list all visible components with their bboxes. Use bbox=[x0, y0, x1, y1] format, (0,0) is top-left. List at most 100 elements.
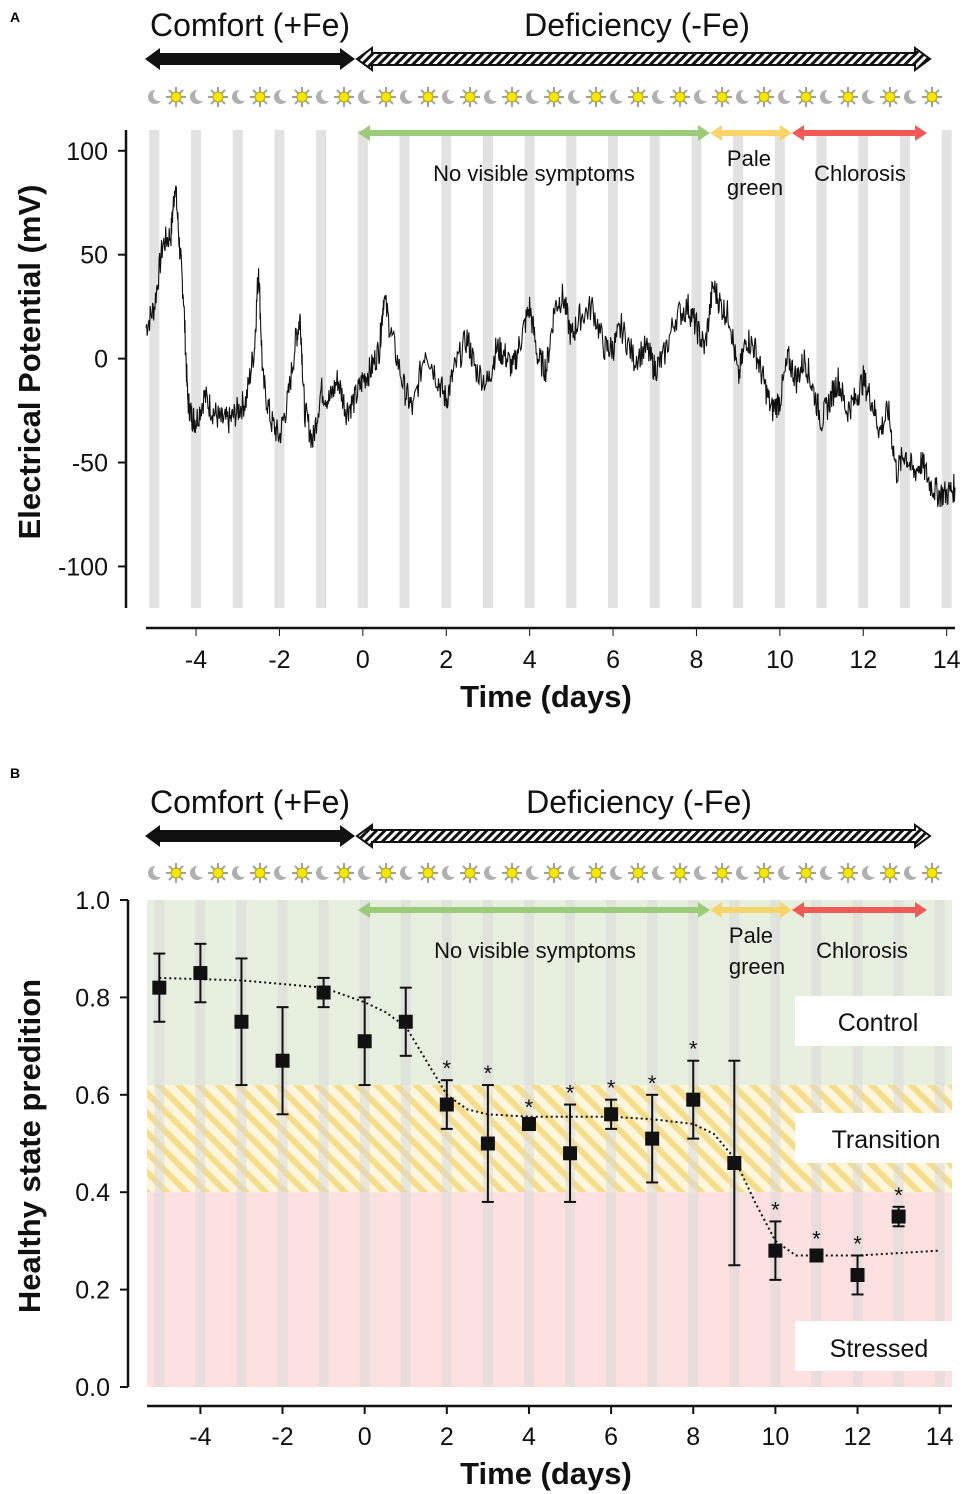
data-point bbox=[604, 1107, 619, 1122]
sun-ray bbox=[766, 875, 772, 881]
sun-ray bbox=[210, 89, 216, 95]
sun-icon bbox=[166, 87, 186, 107]
sun-ray bbox=[672, 865, 678, 871]
sun-core bbox=[548, 91, 560, 103]
sun-ray bbox=[934, 865, 940, 871]
night-band bbox=[691, 130, 702, 608]
sun-ray bbox=[556, 89, 562, 95]
sun-ray bbox=[504, 865, 510, 871]
moon-icon-cutout bbox=[321, 89, 333, 101]
phase-label-pale-line2-b: green bbox=[729, 954, 785, 979]
ticks-a: -4 -2 0 2 4 6 8 10 12 14 -100 -50 0 50 100 bbox=[58, 138, 961, 674]
y-tick-label-b: 0.4 bbox=[75, 1179, 110, 1207]
sun-icon bbox=[208, 87, 228, 107]
data-point bbox=[357, 1034, 372, 1049]
x-tick-label-a: 0 bbox=[356, 646, 370, 674]
y-axis-title-b: Healthy state predition bbox=[12, 979, 47, 1313]
data-point bbox=[234, 1014, 249, 1029]
night-band bbox=[566, 130, 577, 608]
sun-ray bbox=[336, 875, 342, 881]
night-band bbox=[774, 130, 785, 608]
sun-icon bbox=[166, 863, 186, 883]
night-band bbox=[274, 130, 285, 608]
sun-ray bbox=[210, 875, 216, 881]
sun-icon bbox=[334, 863, 354, 883]
sun-icon bbox=[376, 863, 396, 883]
zone-label-transition: Transition bbox=[795, 1113, 955, 1163]
sun-ray bbox=[882, 865, 888, 871]
sun-ray bbox=[420, 89, 426, 95]
y-tick-label-b: 0.2 bbox=[75, 1277, 110, 1305]
phase-chlorosis-arrow bbox=[792, 125, 927, 141]
phase-label-no-symptoms: No visible symptoms bbox=[433, 161, 635, 186]
night-band bbox=[232, 130, 243, 608]
sun-ray bbox=[882, 875, 888, 881]
data-point bbox=[686, 1092, 701, 1107]
night-band bbox=[770, 900, 781, 1387]
sun-core bbox=[842, 91, 854, 103]
moon-icon-cutout bbox=[615, 89, 627, 101]
moon-icon-cutout bbox=[657, 865, 669, 877]
sun-ray bbox=[262, 99, 268, 105]
panel-a: A Comfort (+Fe) Deficiency (-Fe) No visi… bbox=[10, 7, 961, 714]
sun-icon bbox=[712, 863, 732, 883]
deficiency-label: Deficiency (-Fe) bbox=[524, 7, 750, 43]
x-axis-title-a: Time (days) bbox=[460, 679, 632, 714]
sun-core bbox=[380, 91, 392, 103]
sun-icon bbox=[838, 863, 858, 883]
sun-icon bbox=[922, 863, 942, 883]
phase-label-chlorosis: Chlorosis bbox=[814, 161, 906, 186]
sun-ray bbox=[472, 865, 478, 871]
sun-ray bbox=[336, 865, 342, 871]
sun-ray bbox=[346, 865, 352, 871]
sun-ray bbox=[294, 865, 300, 871]
sun-ray bbox=[346, 875, 352, 881]
data-point bbox=[275, 1053, 290, 1068]
sun-ray bbox=[798, 875, 804, 881]
night-bands bbox=[149, 130, 952, 608]
sun-core bbox=[506, 867, 518, 879]
sun-ray bbox=[850, 875, 856, 881]
sun-ray bbox=[220, 99, 226, 105]
data-point bbox=[480, 1136, 495, 1151]
sun-ray bbox=[514, 99, 520, 105]
sun-ray bbox=[640, 99, 646, 105]
sun-core bbox=[590, 91, 602, 103]
phase-label-chlorosis-b: Chlorosis bbox=[816, 938, 908, 963]
sun-ray bbox=[546, 99, 552, 105]
moon-icon-cutout bbox=[909, 89, 921, 101]
deficiency-label-b: Deficiency (-Fe) bbox=[526, 784, 752, 820]
x-tick-label-b: 10 bbox=[761, 1423, 789, 1451]
phase-pale-green-arrow-b bbox=[710, 902, 792, 918]
sun-icon bbox=[796, 87, 816, 107]
sun-ray bbox=[514, 875, 520, 881]
phase-label-pale-line2: green bbox=[727, 175, 783, 200]
sun-core bbox=[590, 867, 602, 879]
sun-ray bbox=[168, 99, 174, 105]
sun-core bbox=[716, 91, 728, 103]
potential-line bbox=[145, 185, 956, 508]
moon-icon-cutout bbox=[321, 865, 333, 877]
data-point bbox=[439, 1097, 454, 1112]
sun-icon bbox=[292, 87, 312, 107]
sun-ray bbox=[798, 99, 804, 105]
deficiency-arrow-b bbox=[355, 823, 932, 849]
sun-ray bbox=[672, 99, 678, 105]
sun-ray bbox=[934, 99, 940, 105]
sun-ray bbox=[714, 865, 720, 871]
sun-ray bbox=[472, 89, 478, 95]
phase-no-symptoms-arrow bbox=[358, 125, 710, 141]
sun-ray bbox=[462, 89, 468, 95]
zone-label-control: Control bbox=[795, 996, 955, 1046]
sun-ray bbox=[756, 875, 762, 881]
sun-ray bbox=[252, 99, 258, 105]
sun-ray bbox=[766, 99, 772, 105]
data-point bbox=[521, 1117, 536, 1132]
data-point bbox=[727, 1155, 742, 1170]
comfort-arrow-b bbox=[145, 825, 355, 847]
moon-icon-cutout bbox=[867, 89, 879, 101]
x-tick-label-b: 8 bbox=[686, 1423, 700, 1451]
moon-icon-cutout bbox=[489, 89, 501, 101]
sun-ray bbox=[252, 89, 258, 95]
sun-core bbox=[170, 867, 182, 879]
